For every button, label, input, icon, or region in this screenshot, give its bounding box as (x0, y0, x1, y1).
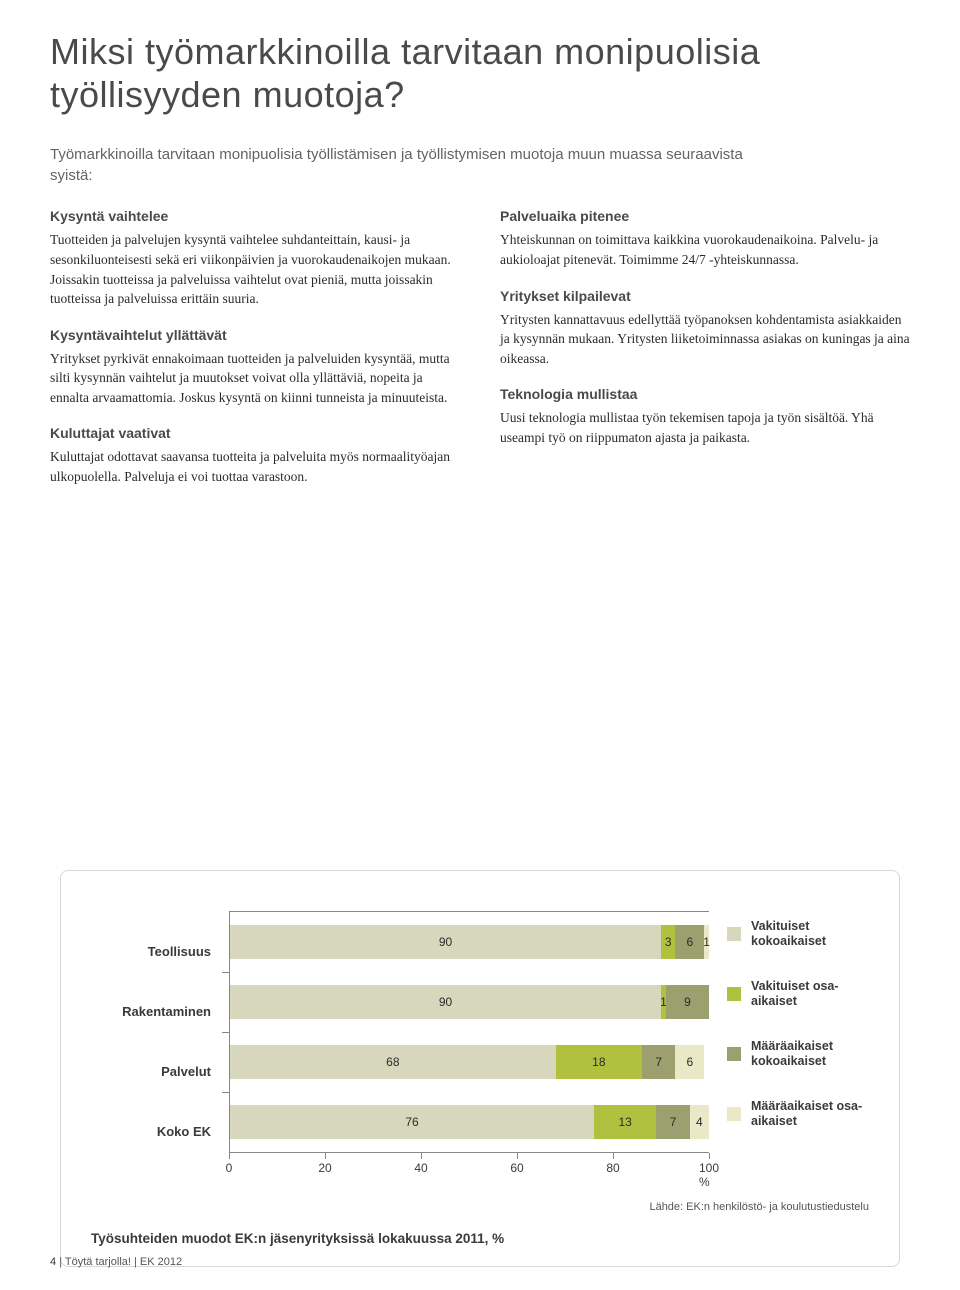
left-column: Kysyntä vaihtelee Tuotteiden ja palveluj… (50, 208, 460, 486)
bar-segment: 18 (556, 1045, 642, 1079)
bar-row: 761374 (230, 1092, 709, 1152)
page-footer: 4 | Töytä tarjolla! | EK 2012 (50, 1256, 182, 1268)
subhead-kysynta: Kysyntä vaihtelee (50, 208, 460, 224)
subhead-kilpailevat: Yritykset kilpailevat (500, 288, 910, 304)
legend-item: Määräaikaiset kokoaikaiset (727, 1039, 869, 1069)
subhead-kuluttajat: Kuluttajat vaativat (50, 425, 460, 441)
para-kuluttajat: Kuluttajat odottavat saavansa tuotteita … (50, 447, 460, 486)
bar-segment: 90 (230, 925, 661, 959)
subhead-teknologia: Teknologia mullistaa (500, 386, 910, 402)
bar-row: 681876 (230, 1032, 709, 1092)
legend-swatch (727, 1047, 741, 1061)
chart-plot-area: 903619019681876761374 020406080100 % (229, 911, 709, 1183)
axis-tick-label: 40 (414, 1161, 427, 1175)
bar-stack: 9019 (230, 985, 709, 1019)
chart-source: Lähde: EK:n henkilöstö- ja koulutustiedu… (91, 1201, 869, 1213)
bar-segment: 3 (661, 925, 675, 959)
right-column: Palveluaika pitenee Yhteiskunnan on toim… (500, 208, 910, 486)
axis-tick-label: 100 % (699, 1161, 719, 1189)
legend-label: Määräaikaiset kokoaikaiset (751, 1039, 869, 1069)
legend-label: Vakituiset osa-aikaiset (751, 979, 869, 1009)
bar-row: 90361 (230, 912, 709, 972)
legend-label: Määräaikaiset osa-aikaiset (751, 1099, 869, 1129)
legend-label: Vakituiset kokoaikaiset (751, 919, 869, 949)
para-palveluaika: Yhteiskunnan on toimittava kaikkina vuor… (500, 230, 910, 269)
bar-segment: 6 (675, 1045, 704, 1079)
para-kilpailevat: Yritysten kannattavuus edellyttää työpan… (500, 310, 910, 369)
subhead-vaihtelut: Kysyntävaihtelut yllättävät (50, 327, 460, 343)
legend-swatch (727, 927, 741, 941)
category-label: Rakentaminen (122, 981, 211, 1041)
category-label: Koko EK (157, 1101, 211, 1161)
intro-text: Työmarkkinoilla tarvitaan monipuolisia t… (50, 144, 750, 186)
bar-segment: 1 (704, 925, 709, 959)
chart-category-labels: TeollisuusRakentaminenPalvelutKoko EK (91, 911, 211, 1161)
footer-text: Töytä tarjolla! | EK 2012 (65, 1256, 182, 1268)
bar-segment: 6 (675, 925, 704, 959)
chart-legend: Vakituiset kokoaikaiset Vakituiset osa-ai… (727, 911, 869, 1129)
para-teknologia: Uusi teknologia mullistaa työn tekemisen… (500, 408, 910, 447)
bar-segment: 76 (230, 1105, 594, 1139)
chart-frame: TeollisuusRakentaminenPalvelutKoko EK 90… (60, 870, 900, 1267)
page-number: 4 (50, 1256, 56, 1268)
bar-segment: 7 (642, 1045, 676, 1079)
bar-stack: 681876 (230, 1045, 709, 1079)
para-vaihtelut: Yritykset pyrkivät ennakoimaan tuotteide… (50, 349, 460, 408)
axis-tick-label: 60 (510, 1161, 523, 1175)
bar-segment: 90 (230, 985, 661, 1019)
para-kysynta: Tuotteiden ja palvelujen kysyntä vaihtel… (50, 230, 460, 308)
bar-row: 9019 (230, 972, 709, 1032)
bar-segment: 7 (656, 1105, 690, 1139)
category-label: Palvelut (161, 1041, 211, 1101)
bar-stack: 761374 (230, 1105, 709, 1139)
legend-swatch (727, 987, 741, 1001)
category-label: Teollisuus (148, 921, 211, 981)
axis-tick-label: 20 (318, 1161, 331, 1175)
legend-item: Vakituiset osa-aikaiset (727, 979, 869, 1009)
bar-segment: 4 (690, 1105, 709, 1139)
subhead-palveluaika: Palveluaika pitenee (500, 208, 910, 224)
axis-tick-label: 80 (606, 1161, 619, 1175)
legend-item: Määräaikaiset osa-aikaiset (727, 1099, 869, 1129)
bar-segment: 68 (230, 1045, 556, 1079)
bar-segment: 13 (594, 1105, 656, 1139)
bar-stack: 90361 (230, 925, 709, 959)
page-title: Miksi työmarkkinoilla tarvitaan monipuol… (50, 30, 910, 116)
legend-swatch (727, 1107, 741, 1121)
legend-item: Vakituiset kokoaikaiset (727, 919, 869, 949)
chart-x-axis: 020406080100 % (229, 1153, 709, 1183)
bar-segment: 9 (666, 985, 709, 1019)
axis-tick-label: 0 (226, 1161, 233, 1175)
chart-title: Työsuhteiden muodot EK:n jäsenyrityksiss… (91, 1231, 869, 1246)
two-column-layout: Kysyntä vaihtelee Tuotteiden ja palveluj… (50, 208, 910, 486)
